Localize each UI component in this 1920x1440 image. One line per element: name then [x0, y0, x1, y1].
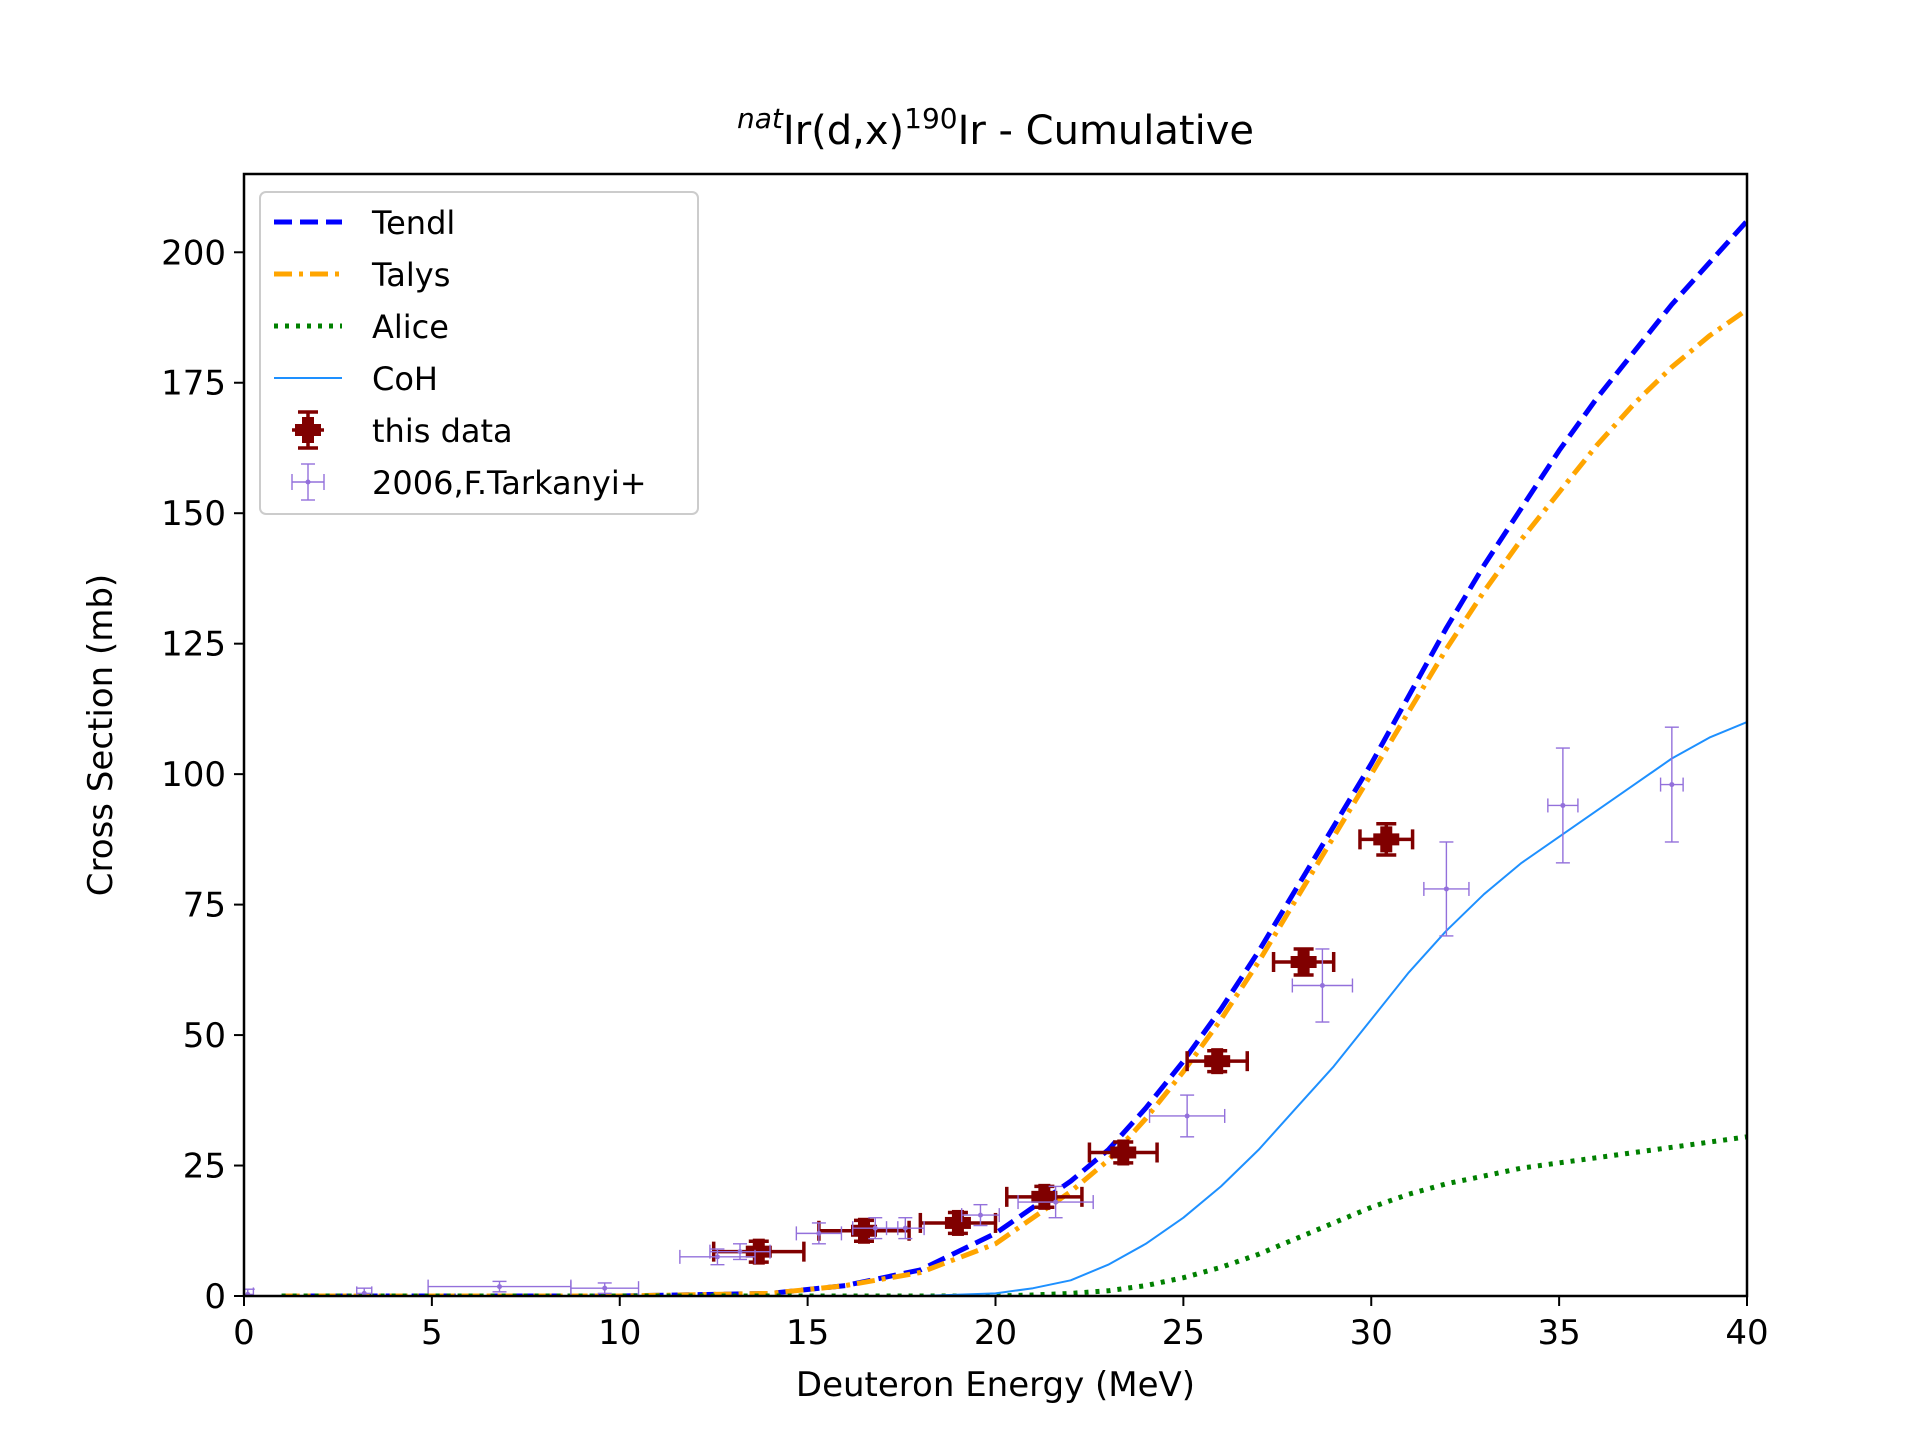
data-point-this-data [1271, 947, 1336, 977]
data-marker [1319, 982, 1325, 988]
data-marker [872, 1225, 878, 1231]
y-tick-label: 50 [183, 1016, 226, 1056]
data-point-2006-f-tarkanyi [885, 1217, 925, 1240]
legend-swatch-marker [305, 479, 311, 485]
data-point-2006-f-tarkanyi [570, 1281, 640, 1296]
legend-item-talys: Talys [274, 256, 450, 294]
y-tick-label: 75 [183, 886, 226, 926]
legend-item-coh: CoH [274, 360, 438, 398]
legend-label: CoH [372, 360, 438, 398]
legend-item-alice: Alice [274, 308, 449, 346]
title-prefix: nat [737, 102, 784, 135]
legend: Tendl Talys Alice CoH this data 2006,F.Tarkan… [259, 191, 699, 515]
title-mass: 190 [904, 102, 957, 135]
data-point-this-data [1358, 821, 1415, 857]
y-tick-label: 150 [161, 494, 226, 534]
x-tick-label: 5 [421, 1313, 443, 1353]
data-point-2006-f-tarkanyi [1148, 1094, 1226, 1138]
title-target: Ir(d,x) [783, 108, 904, 154]
data-marker [1380, 826, 1393, 853]
data-point-2006-f-tarkanyi [1423, 841, 1470, 937]
x-tick-label: 30 [1350, 1313, 1393, 1353]
data-point-2006-f-tarkanyi [679, 1248, 756, 1266]
data-marker [1117, 1139, 1130, 1166]
data-point-2006-f-tarkanyi [427, 1279, 572, 1294]
x-axis: 0 5 10 15 20 25 30 35 40 [233, 1296, 1769, 1353]
data-point-2006-f-tarkanyi [795, 1222, 843, 1245]
data-marker [857, 1217, 870, 1244]
data-point-2006-f-tarkanyi [960, 1203, 1000, 1227]
data-marker [1184, 1113, 1190, 1119]
data-point-this-data [1005, 1183, 1084, 1210]
legend-item-this-data: this data [292, 410, 513, 450]
legend-label: Tendl [371, 204, 455, 242]
x-tick-label: 15 [786, 1313, 829, 1353]
data-marker [1038, 1183, 1051, 1210]
data-marker [1053, 1199, 1059, 1205]
y-axis-label: Cross Section (mb) [81, 574, 121, 896]
data-point-2006-f-tarkanyi [1547, 747, 1579, 864]
data-marker [737, 1249, 743, 1255]
legend-label: Talys [371, 256, 450, 294]
legend-item-tendl: Tendl [274, 204, 455, 242]
data-marker [1297, 949, 1310, 976]
series-talys-line [281, 307, 1747, 1296]
data-marker [951, 1209, 964, 1236]
x-tick-label: 0 [233, 1313, 255, 1353]
x-tick-label: 35 [1537, 1313, 1580, 1353]
x-tick-label: 20 [974, 1313, 1017, 1353]
legend-item-2006-f-tarkanyi: 2006,F.Tarkanyi+ [291, 463, 647, 502]
x-axis-label: Deuteron Energy (MeV) [796, 1365, 1195, 1405]
data-marker [1211, 1048, 1224, 1075]
series-coh-line [281, 721, 1747, 1296]
data-point-this-data [1087, 1139, 1159, 1166]
series-alice-line [281, 1134, 1747, 1296]
data-point-2006-f-tarkanyi [1017, 1185, 1094, 1219]
y-tick-label: 125 [161, 625, 226, 665]
data-point-this-data [918, 1209, 998, 1236]
legend-label: this data [372, 412, 513, 450]
data-point-2006-f-tarkanyi [356, 1286, 373, 1296]
data-point-this-data [817, 1217, 911, 1244]
data-marker [1669, 782, 1675, 788]
data-point-2006-f-tarkanyi [1291, 948, 1354, 1023]
legend-swatch-marker [302, 417, 314, 443]
series-tendl-line [281, 219, 1747, 1296]
y-axis: 0 25 50 75 100 125 150 175 200 [161, 233, 244, 1317]
data-marker [902, 1225, 908, 1231]
y-tick-label: 175 [161, 364, 226, 404]
y-tick-label: 0 [204, 1277, 226, 1317]
x-tick-label: 40 [1725, 1313, 1768, 1353]
x-tick-label: 10 [598, 1313, 641, 1353]
plot-area [244, 219, 1747, 1296]
data-point-2006-f-tarkanyi [1659, 726, 1684, 843]
data-point-2006-f-tarkanyi [709, 1243, 771, 1261]
y-tick-label: 200 [161, 233, 226, 273]
data-marker [361, 1290, 367, 1296]
legend-box [259, 191, 699, 515]
data-marker [602, 1285, 608, 1291]
data-marker [816, 1230, 822, 1236]
data-marker [714, 1254, 720, 1260]
data-marker [1443, 886, 1449, 892]
data-marker [977, 1212, 983, 1218]
y-tick-label: 100 [161, 755, 226, 795]
data-marker [1560, 802, 1566, 808]
chart-title: natIr(d,x)190Ir - Cumulative [737, 102, 1254, 154]
legend-label: Alice [372, 308, 449, 346]
data-point-this-data [1185, 1048, 1250, 1075]
y-tick-label: 25 [183, 1147, 226, 1187]
data-marker [497, 1284, 503, 1290]
x-tick-label: 25 [1162, 1313, 1205, 1353]
legend-label: 2006,F.Tarkanyi+ [372, 464, 647, 502]
title-suffix: Ir - Cumulative [958, 108, 1254, 154]
chart-title-text: natIr(d,x)190Ir - Cumulative [737, 102, 1254, 154]
